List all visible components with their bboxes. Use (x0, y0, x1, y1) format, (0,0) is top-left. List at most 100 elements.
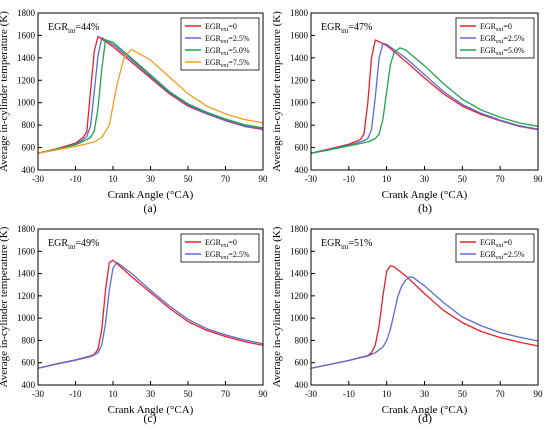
x-tick-label: -10 (70, 174, 82, 184)
y-axis-label: Average in-cylinder temperature (K) (271, 226, 283, 387)
chart-panel-d: -30 -10 10 30 50 70 90 400 600 800 1000 1200 1400 160… (271, 224, 543, 425)
y-tick-label: 1800 (290, 8, 309, 18)
y-tick-label: 400 (295, 380, 309, 390)
legend-entry-0: EGRext=0 (480, 238, 512, 249)
x-tick-label: 50 (458, 174, 468, 184)
y-tick-label: 600 (22, 143, 36, 153)
legend: EGRext=0EGRext=2.5%EGRext=5.0%EGRext=7.5… (180, 17, 260, 71)
y-tick-label: 1000 (17, 313, 36, 323)
annotation-sub: int (341, 27, 348, 35)
annotation-main: EGR (48, 238, 68, 249)
y-tick-label: 1400 (290, 53, 309, 63)
y-tick-label: 1200 (17, 291, 36, 301)
x-axis-label: Crank Angle (°CA) (382, 404, 468, 416)
legend-entry-1: EGRext=2.5% (480, 250, 525, 261)
y-tick-label: 1800 (17, 8, 36, 18)
legend-name-tail: =0 (503, 22, 512, 31)
series-group (38, 259, 263, 369)
y-tick-label: 1200 (290, 291, 309, 301)
legend-name: EGR (480, 238, 497, 247)
annotation-tail: =47% (348, 22, 372, 33)
legend-name: EGR (205, 250, 222, 259)
series-line-2 (38, 39, 263, 154)
y-tick-label: 400 (295, 165, 309, 175)
series-line-1 (38, 261, 263, 369)
x-tick-label: 90 (259, 389, 269, 399)
legend-name-sub: ext (496, 39, 504, 45)
chart-panel-c: -30 -10 10 30 50 70 90 400 600 800 1000 1200 1400 160… (0, 224, 268, 425)
y-tick-label: 1200 (290, 75, 309, 85)
annotation-tail: =44% (75, 22, 99, 33)
legend-name-sub: ext (221, 51, 229, 57)
x-tick-label: -10 (70, 389, 82, 399)
panel-label: (b) (418, 201, 432, 215)
legend-name-sub: ext (221, 27, 229, 33)
y-tick-label: 1800 (290, 224, 309, 234)
legend-name-tail: =7.5% (228, 58, 250, 67)
x-tick-label: 90 (534, 389, 544, 399)
series-group (311, 39, 538, 154)
y-tick-label: 400 (22, 165, 36, 175)
series-line-0 (311, 39, 538, 154)
y-tick-label: 1600 (17, 246, 36, 256)
egr-int-annotation: EGRint=51% (321, 238, 372, 251)
series-line-0 (38, 259, 263, 369)
legend-name-sub: ext (496, 255, 504, 261)
legend-entry-0: EGRext=0 (480, 22, 512, 33)
legend-name-tail: =0 (228, 238, 237, 247)
y-tick-label: 800 (22, 335, 36, 345)
legend-box (455, 233, 535, 263)
x-tick-label: 90 (534, 174, 544, 184)
x-tick-label: -10 (343, 389, 355, 399)
legend-name: EGR (480, 34, 497, 43)
x-tick-label: 30 (146, 389, 156, 399)
y-tick-label: 1400 (17, 53, 36, 63)
annotation-main: EGR (321, 238, 341, 249)
series-line-1 (311, 42, 538, 154)
y-tick-label: 1600 (290, 30, 309, 40)
x-axis-label: Crank Angle (°CA) (108, 404, 194, 416)
x-tick-label: -30 (305, 174, 317, 184)
annotation-sub: int (68, 27, 75, 35)
egr-int-annotation: EGRint=47% (321, 22, 372, 35)
legend-entry-1: EGRext=2.5% (480, 34, 525, 45)
legend-name-sub: ext (221, 39, 229, 45)
y-tick-label: 600 (295, 358, 309, 368)
y-tick-label: 1600 (290, 246, 309, 256)
legend-name-tail: =2.5% (503, 34, 525, 43)
y-tick-label: 800 (295, 120, 309, 130)
series-line-2 (311, 47, 538, 154)
x-tick-label: 90 (259, 174, 269, 184)
x-tick-label: -10 (343, 174, 355, 184)
legend-box (180, 233, 260, 263)
legend-name: EGR (205, 22, 222, 31)
annotation-tail: =49% (75, 238, 99, 249)
panel-label: (d) (418, 411, 432, 425)
legend-entry-2: EGRext=5.0% (205, 46, 250, 57)
y-tick-label: 1000 (17, 98, 36, 108)
y-tick-label: 1000 (290, 98, 309, 108)
legend-name-tail: =2.5% (503, 250, 525, 259)
x-tick-label: -30 (32, 389, 44, 399)
legend-name-tail: =5.0% (228, 46, 250, 55)
panel-label: (a) (143, 201, 156, 215)
egr-int-annotation: EGRint=49% (48, 238, 99, 251)
y-axis-label: Average in-cylinder temperature (K) (0, 226, 10, 387)
annotation-sub: int (341, 243, 348, 251)
series-line-0 (311, 265, 538, 369)
legend-name-sub: ext (496, 27, 504, 33)
x-tick-label: 10 (382, 389, 392, 399)
y-tick-label: 1200 (17, 75, 36, 85)
y-tick-label: 1600 (17, 30, 36, 40)
x-tick-label: 10 (382, 174, 392, 184)
y-axis-label: Average in-cylinder temperature (K) (0, 11, 10, 172)
y-tick-label: 600 (295, 143, 309, 153)
y-tick-label: 800 (295, 335, 309, 345)
x-tick-label: -30 (305, 389, 317, 399)
annotation-sub: int (68, 243, 75, 251)
series-group (311, 265, 538, 369)
chart-panel-a: -30 -10 10 30 50 70 90 400 600 800 1000 1200 1400 160… (0, 8, 268, 215)
legend-name-tail: =0 (503, 238, 512, 247)
